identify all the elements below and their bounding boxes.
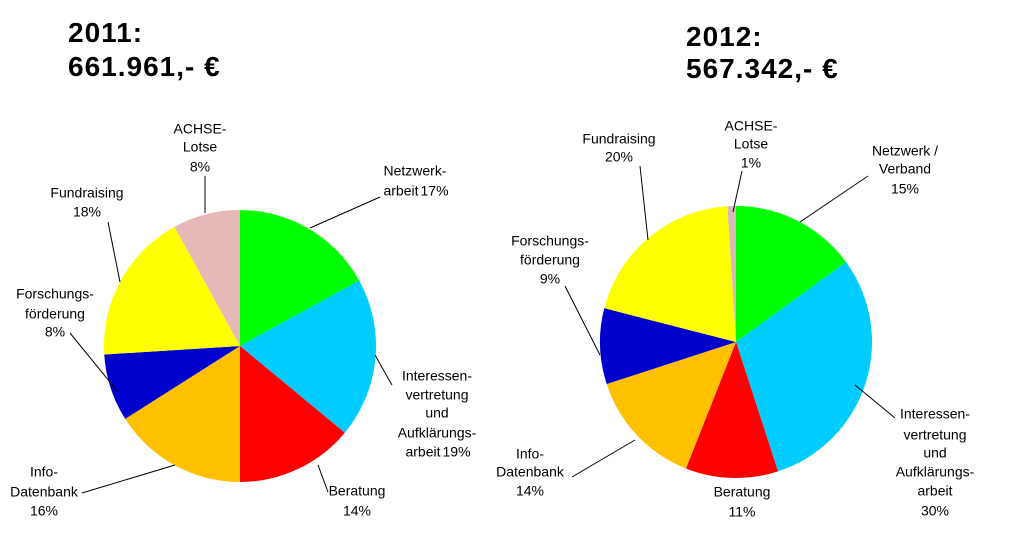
slice-label: arbeit	[383, 183, 418, 199]
leader-line	[571, 439, 636, 478]
slice-label: und	[425, 405, 448, 421]
slice-label: Lotse	[183, 139, 217, 155]
value-label: 16%	[30, 503, 58, 519]
slice-label: ACHSE-	[725, 118, 778, 134]
slice-label: Info-	[516, 446, 544, 462]
slice-label: arbeit	[917, 483, 952, 499]
slice-label: Beratung	[714, 484, 771, 500]
value-label: 1%	[741, 155, 761, 171]
slice-label: förderung	[520, 252, 580, 268]
pie-slice	[240, 210, 360, 346]
value-label: 20%	[605, 149, 633, 165]
pie-slice	[604, 206, 736, 342]
value-label: 14%	[516, 483, 544, 499]
slice-label: ACHSE-	[174, 121, 227, 137]
leader-line	[564, 285, 601, 356]
slice-label: Forschungs-	[511, 233, 589, 249]
slice-label: Netzwerk /	[872, 143, 938, 159]
value-label: 30%	[921, 503, 949, 519]
slice-label: Aufklärungs-	[896, 464, 975, 480]
chart-subtitle: 567.342,- €	[686, 53, 839, 84]
slice-label: Fundraising	[50, 185, 123, 201]
value-label: 15%	[891, 181, 919, 197]
leader-line	[317, 464, 329, 493]
slice-label: vertretung	[405, 387, 468, 403]
leader-line	[732, 170, 743, 213]
value-label: 17%	[421, 183, 449, 199]
slice-label: Beratung	[329, 483, 386, 499]
value-label: 9%	[540, 271, 560, 287]
pie-slice	[104, 346, 240, 419]
pie-slice	[125, 346, 240, 482]
pie-slice	[600, 308, 736, 385]
slice-label: Info-	[30, 464, 58, 480]
slice-label: Fundraising	[582, 131, 655, 147]
pie-slice	[727, 206, 736, 342]
chart-title: 2012:	[686, 21, 763, 52]
slice-label: Datenbank	[10, 484, 79, 500]
value-label: 11%	[729, 504, 756, 520]
slice-label: Verband	[879, 161, 931, 177]
leader-line	[309, 196, 381, 229]
leader-line	[69, 332, 119, 393]
slice-label: Lotse	[734, 136, 768, 152]
value-label: 18%	[73, 204, 101, 220]
pie-slice	[736, 206, 847, 342]
pie-slice	[104, 226, 240, 355]
slice-label: Interessen-	[900, 406, 970, 422]
slice-label: Datenbank	[496, 464, 565, 480]
slice-label: förderung	[25, 306, 85, 322]
pie-slice	[736, 262, 872, 472]
pie-slice	[606, 342, 736, 469]
pie-slice	[240, 280, 376, 433]
pie-slice	[685, 342, 779, 478]
leader-line	[854, 384, 896, 419]
value-label: 14%	[343, 503, 371, 519]
slice-label: vertretung	[903, 427, 966, 443]
value-label: 19%	[443, 444, 471, 460]
chart-title: 2011:	[68, 17, 143, 48]
value-label: 8%	[190, 159, 210, 175]
slice-label: Aufklärungs-	[398, 425, 477, 441]
pie-slice	[240, 346, 345, 482]
leader-line	[107, 221, 121, 283]
slice-label: Forschungs-	[16, 286, 94, 302]
slice-label: Netzwerk-	[383, 163, 446, 179]
leader-line	[374, 354, 393, 386]
value-label: 8%	[45, 324, 65, 340]
pie-slice	[174, 210, 240, 346]
leader-line	[639, 165, 649, 241]
slice-label: arbeit	[405, 444, 440, 460]
leader-line	[799, 175, 869, 223]
chart-subtitle: 661.961,- €	[68, 51, 221, 82]
slice-label: und	[923, 445, 946, 461]
leader-line	[81, 464, 176, 494]
slice-label: Interessen-	[402, 368, 472, 384]
